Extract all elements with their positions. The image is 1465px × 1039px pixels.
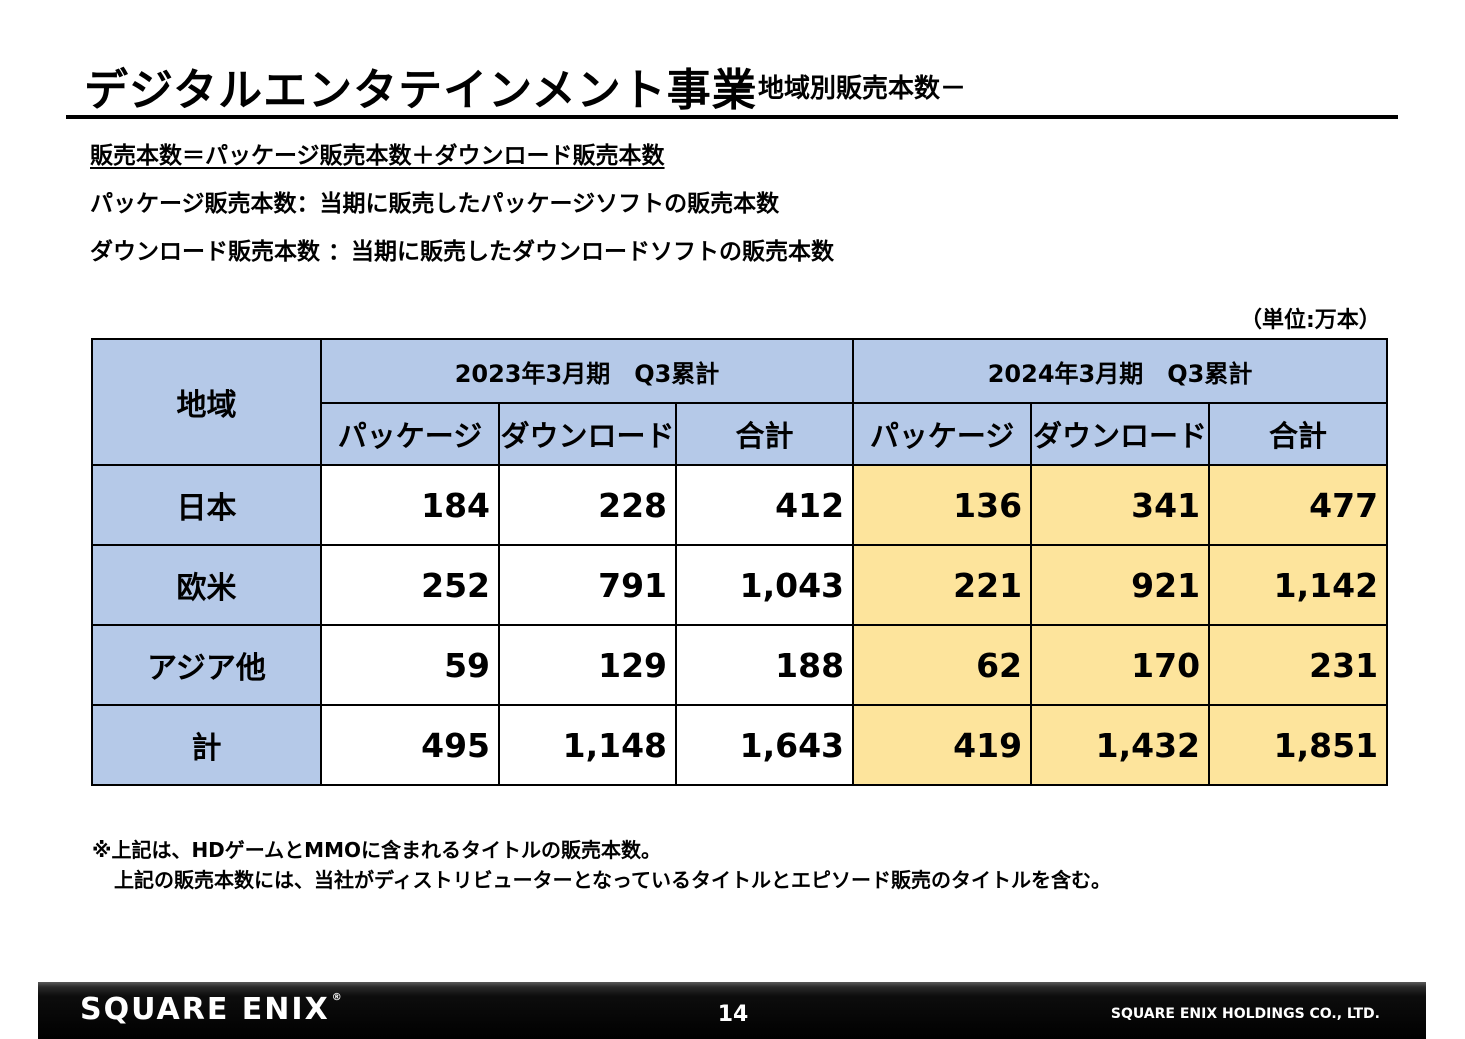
value-cell: 129 bbox=[498, 624, 677, 706]
col-header-download-prev: ダウンロード bbox=[498, 402, 677, 466]
company-name: SQUARE ENIX HOLDINGS CO., LTD. bbox=[1110, 1006, 1380, 1022]
title-divider bbox=[66, 115, 1398, 119]
region-header: 地域 bbox=[91, 338, 322, 466]
footnote: ※上記は、HDゲームとMMOに含まれるタイトルの販売本数。 bbox=[92, 838, 661, 862]
footnote: 上記の販売本数には、当社がディストリビューターとなっているタイトルとエピソード販… bbox=[114, 868, 1111, 892]
footer-bar: SQUARE ENIX ® 14 SQUARE ENIX HOLDINGS CO.… bbox=[38, 982, 1426, 1039]
value-cell: 62 bbox=[852, 624, 1033, 706]
value-cell: 791 bbox=[498, 544, 677, 626]
value-cell: 477 bbox=[1208, 464, 1389, 546]
value-cell: 252 bbox=[320, 544, 500, 626]
value-cell: 1,043 bbox=[674, 544, 855, 626]
table-row: 日本 184 228 412 136 341 477 bbox=[91, 464, 1389, 546]
period-header-prev: 2023年3月期 Q3累計 bbox=[319, 338, 855, 404]
col-header-total-prev: 合計 bbox=[674, 402, 855, 466]
value-cell: 170 bbox=[1030, 624, 1211, 706]
definition-package: パッケージ販売本数：当期に販売したパッケージソフトの販売本数 bbox=[90, 191, 780, 217]
page-subtitle: －地域別販売本数－ bbox=[732, 74, 967, 104]
col-header-download-curr: ダウンロード bbox=[1030, 402, 1211, 466]
value-cell: 221 bbox=[852, 544, 1033, 626]
region-cell: 日本 bbox=[91, 464, 322, 546]
value-cell: 921 bbox=[1030, 544, 1211, 626]
value-cell: 184 bbox=[320, 464, 500, 546]
footnotes: ※上記は、HDゲームとMMOに含まれるタイトルの販売本数。 上記の販売本数には、… bbox=[92, 836, 1292, 896]
value-cell: 495 bbox=[320, 704, 500, 786]
page-number: 14 bbox=[717, 1002, 749, 1027]
page-title: デジタルエンタテインメント事業 bbox=[84, 65, 757, 116]
definition-download: ダウンロード販売本数 ：当期に販売したダウンロードソフトの販売本数 bbox=[90, 239, 835, 265]
value-cell: 1,851 bbox=[1208, 704, 1389, 786]
value-cell: 1,432 bbox=[1030, 704, 1211, 786]
region-cell: 欧米 bbox=[91, 544, 322, 626]
table-row-total: 計 495 1,148 1,643 419 1,432 1,851 bbox=[91, 704, 1389, 786]
company-logo: SQUARE ENIX ® bbox=[80, 992, 344, 1027]
value-cell: 1,148 bbox=[498, 704, 677, 786]
region-cell: アジア他 bbox=[91, 624, 322, 706]
title-row: デジタルエンタテインメント事業 －地域別販売本数－ bbox=[84, 50, 1414, 116]
value-cell: 228 bbox=[498, 464, 677, 546]
value-cell: 231 bbox=[1208, 624, 1389, 706]
definition-formula: 販売本数＝パッケージ販売本数＋ダウンロード販売本数 bbox=[90, 143, 665, 169]
col-header-package-prev: パッケージ bbox=[320, 402, 500, 466]
value-cell: 412 bbox=[674, 464, 855, 546]
unit-label: （単位:万本） bbox=[1240, 308, 1381, 333]
value-cell: 59 bbox=[320, 624, 500, 706]
region-cell: 計 bbox=[91, 704, 322, 786]
value-cell: 419 bbox=[852, 704, 1033, 786]
value-cell: 1,643 bbox=[674, 704, 855, 786]
col-header-total-curr: 合計 bbox=[1208, 402, 1389, 466]
table-row: アジア他 59 129 188 62 170 231 bbox=[91, 624, 1389, 706]
value-cell: 188 bbox=[674, 624, 855, 706]
definitions: 販売本数＝パッケージ販売本数＋ダウンロード販売本数 パッケージ販売本数：当期に販… bbox=[90, 140, 1090, 284]
value-cell: 341 bbox=[1030, 464, 1211, 546]
sales-table: 地域 2023年3月期 Q3累計 2024年3月期 Q3累計 パッケージ ダウン… bbox=[91, 338, 1389, 786]
table-row: 欧米 252 791 1,043 221 921 1,142 bbox=[91, 544, 1389, 626]
value-cell: 136 bbox=[852, 464, 1033, 546]
value-cell: 1,142 bbox=[1208, 544, 1389, 626]
col-header-package-curr: パッケージ bbox=[852, 402, 1033, 466]
period-header-curr: 2024年3月期 Q3累計 bbox=[852, 338, 1389, 404]
